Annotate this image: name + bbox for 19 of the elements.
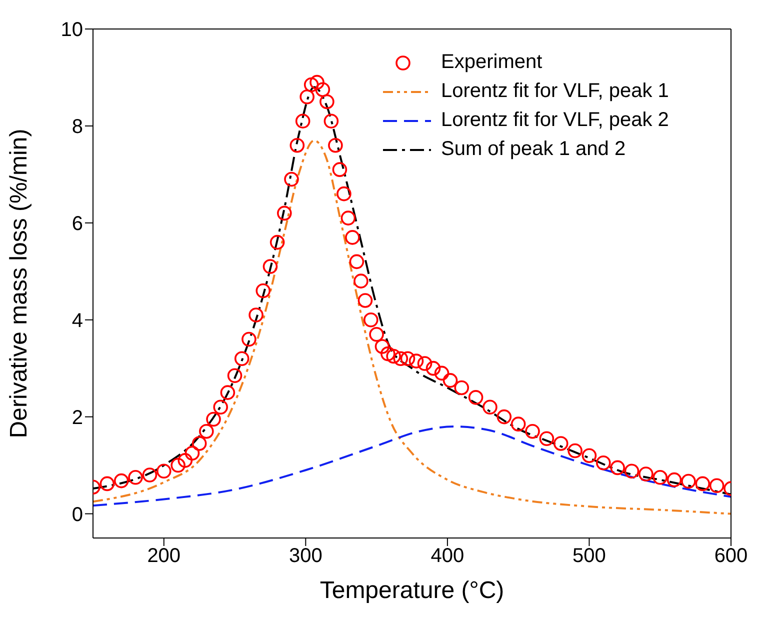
x-axis-title: Temperature (°C) bbox=[320, 577, 504, 604]
y-tick-label: 2 bbox=[72, 406, 83, 429]
y-tick-label: 4 bbox=[72, 310, 83, 332]
x-tick-label: 400 bbox=[430, 545, 464, 568]
y-tick-label: 6 bbox=[72, 213, 83, 236]
y-tick-label: 0 bbox=[72, 504, 83, 526]
y-axis-title: Derivative mass loss (%/min) bbox=[6, 128, 33, 438]
y-tick-label: 10 bbox=[60, 19, 83, 42]
x-tick-label: 300 bbox=[288, 545, 322, 568]
x-tick-label: 600 bbox=[714, 545, 748, 568]
x-tick-label: 200 bbox=[147, 545, 181, 568]
x-tick-label: 500 bbox=[572, 545, 606, 568]
legend-label: Sum of peak 1 and 2 bbox=[441, 137, 626, 162]
line-series bbox=[93, 139, 731, 515]
legend-label: Lorentz fit for VLF, peak 2 bbox=[441, 108, 669, 133]
line-series bbox=[93, 426, 731, 507]
legend-label: Experiment bbox=[441, 50, 542, 75]
y-tick-label: 8 bbox=[72, 116, 83, 138]
legend-label: Lorentz fit for VLF, peak 1 bbox=[441, 79, 669, 104]
